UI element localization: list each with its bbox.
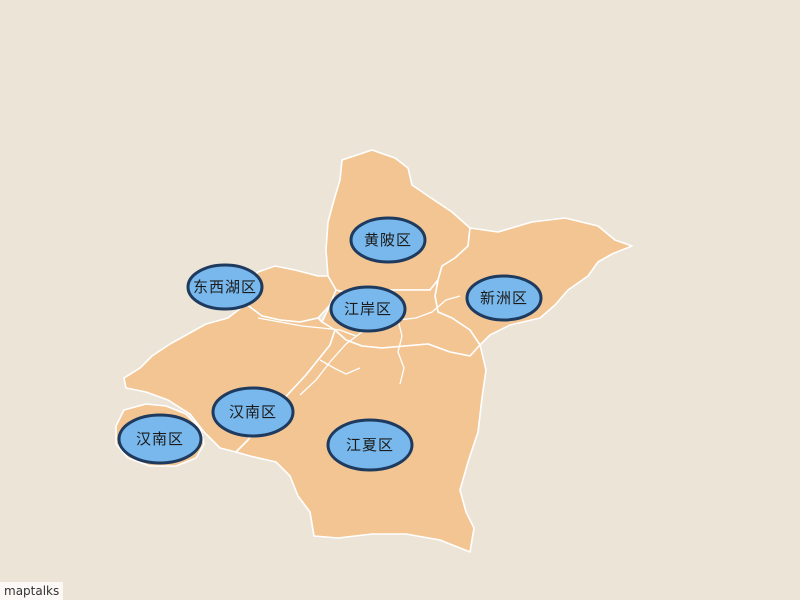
marker-hannan-upper[interactable]: 汉南区 (211, 386, 295, 438)
marker-jiangxia[interactable]: 江夏区 (326, 418, 414, 472)
marker-label-hannan-lower: 汉南区 (136, 430, 184, 448)
marker-label-hannan-upper: 汉南区 (229, 403, 277, 421)
marker-hannan-lower[interactable]: 汉南区 (117, 413, 203, 465)
marker-label-dongxihu: 东西湖区 (193, 278, 257, 296)
district-markers: 黄陂区 东西湖区 江岸区 新洲区 汉南区 汉南区 (117, 216, 543, 472)
inner-boundary-west (319, 359, 361, 375)
marker-label-huangpi: 黄陂区 (364, 231, 412, 249)
han-river (257, 317, 357, 337)
marker-xinzhou[interactable]: 新洲区 (465, 274, 543, 322)
inner-boundary-east (397, 319, 405, 385)
marker-label-jiangxia: 江夏区 (346, 436, 394, 454)
marker-huangpi[interactable]: 黄陂区 (349, 216, 427, 264)
marker-label-jiangan: 江岸区 (344, 300, 392, 318)
marker-label-xinzhou: 新洲区 (480, 289, 528, 307)
marker-dongxihu[interactable]: 东西湖区 (186, 263, 264, 311)
district-polygons (115, 149, 633, 553)
marker-jiangan[interactable]: 江岸区 (329, 285, 407, 333)
attribution-label[interactable]: maptalks (0, 582, 64, 600)
